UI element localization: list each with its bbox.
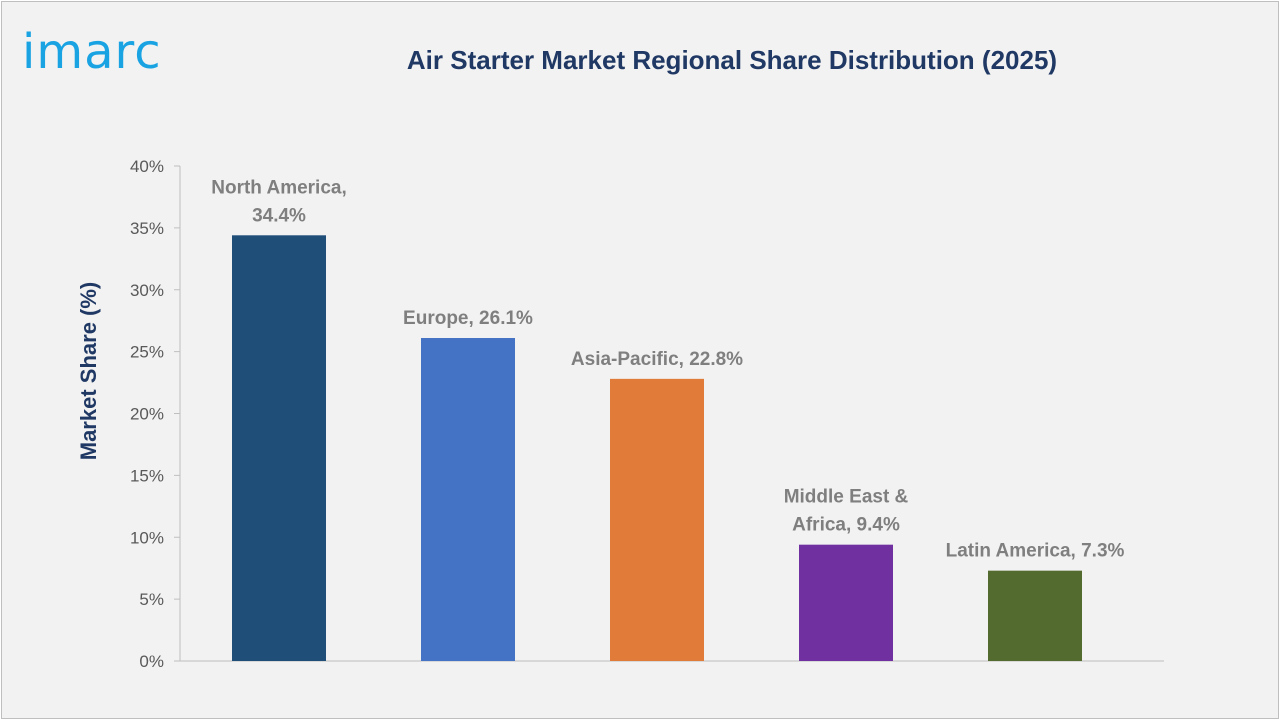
y-tick-label: 0% [139, 652, 164, 671]
data-label: 34.4% [252, 205, 306, 226]
data-label: Asia-Pacific, 22.8% [571, 349, 743, 370]
y-tick-label: 30% [130, 281, 164, 300]
data-label: Middle East & [784, 487, 909, 508]
y-tick-label: 25% [130, 343, 164, 362]
data-label: Latin America, 7.3% [946, 541, 1125, 562]
y-tick-label: 40% [130, 157, 164, 176]
imarc-logo: imarc [22, 24, 162, 80]
chart-title: Air Starter Market Regional Share Distri… [406, 45, 1058, 75]
bar-north-america [232, 235, 326, 662]
data-label: North America, [211, 177, 347, 198]
y-tick-label: 35% [130, 219, 164, 238]
bar-middle-east-africa [799, 544, 893, 661]
y-tick-label: 15% [130, 466, 164, 485]
data-label: Africa, 9.4% [792, 515, 900, 536]
y-tick-label: 10% [130, 528, 164, 547]
data-label: Europe, 26.1% [403, 308, 533, 329]
bar-latin-america [988, 570, 1082, 661]
y-tick-label: 5% [139, 590, 164, 609]
y-axis: 0% 5% 10% 15% 20% 25% 30% 35% 40% [130, 157, 181, 671]
y-axis-title: Market Share (%) [76, 282, 101, 461]
bar-asia-pacific [610, 378, 704, 661]
bars [232, 235, 1082, 662]
y-tick-label: 20% [130, 405, 164, 424]
bar-europe [421, 338, 515, 661]
data-labels: North America, 34.4% Europe, 26.1% Asia-Pac… [211, 177, 1124, 561]
